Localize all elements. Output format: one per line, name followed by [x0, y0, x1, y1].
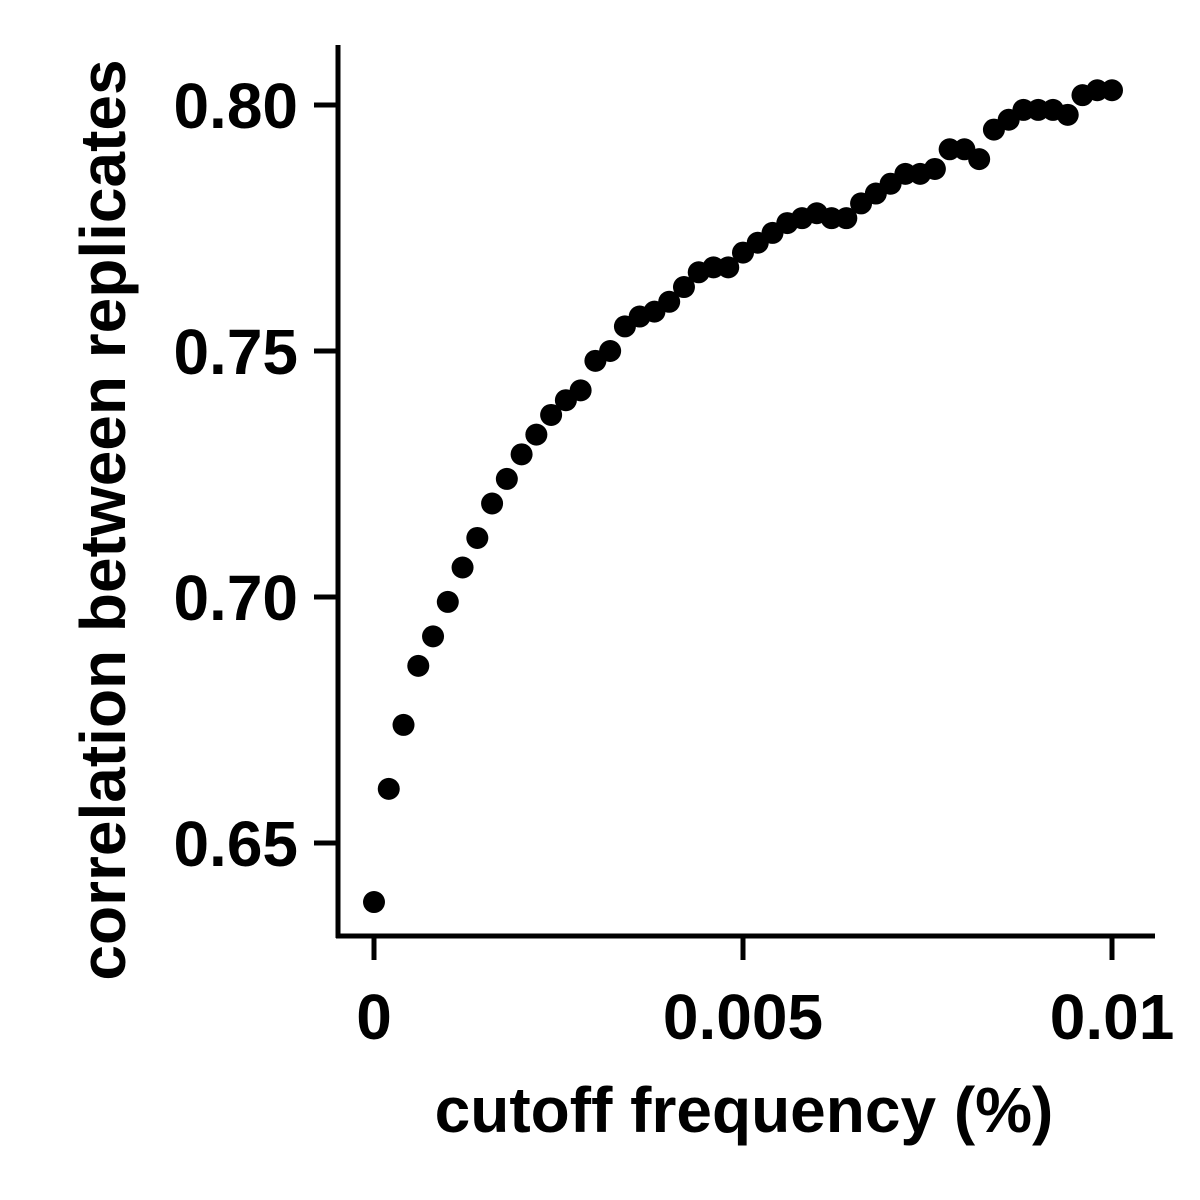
data-point	[495, 467, 518, 490]
data-point	[510, 443, 533, 466]
data-points	[363, 79, 1123, 914]
data-point	[407, 654, 430, 677]
data-point	[525, 423, 548, 446]
data-point	[599, 340, 622, 362]
x-axis-title: cutoff frequency (%)	[435, 1074, 1054, 1146]
data-point	[363, 891, 385, 914]
y-tick-label: 0.80	[173, 70, 298, 142]
y-axis-ticks: 0.65 0.70 0.75 0.80	[173, 70, 338, 880]
data-point	[672, 276, 695, 299]
data-point	[835, 207, 858, 230]
y-axis-title: correlation between replicates	[67, 59, 139, 980]
data-point	[1101, 79, 1123, 102]
data-point	[658, 290, 681, 313]
data-point	[377, 777, 400, 800]
data-point	[422, 625, 445, 648]
x-tick-label: 0.01	[1050, 981, 1175, 1053]
data-point	[392, 713, 415, 736]
data-point	[466, 526, 489, 549]
data-point	[540, 403, 563, 426]
data-point	[569, 379, 592, 402]
data-point	[717, 256, 740, 279]
x-tick-label: 0	[356, 981, 392, 1053]
data-point	[923, 157, 946, 180]
data-point	[451, 556, 474, 579]
y-tick-label: 0.65	[173, 808, 298, 880]
data-point	[1056, 103, 1079, 126]
data-point	[436, 590, 459, 613]
x-tick-label: 0.005	[663, 981, 823, 1053]
x-axis-ticks: 0 0.005 0.01	[356, 936, 1174, 1053]
data-point	[968, 148, 991, 171]
y-tick-label: 0.75	[173, 316, 298, 388]
data-point	[481, 492, 504, 515]
plot-area: 0.65 0.70 0.75 0.80 0 0.005 0.01	[173, 45, 1174, 1053]
y-tick-label: 0.70	[173, 562, 298, 634]
